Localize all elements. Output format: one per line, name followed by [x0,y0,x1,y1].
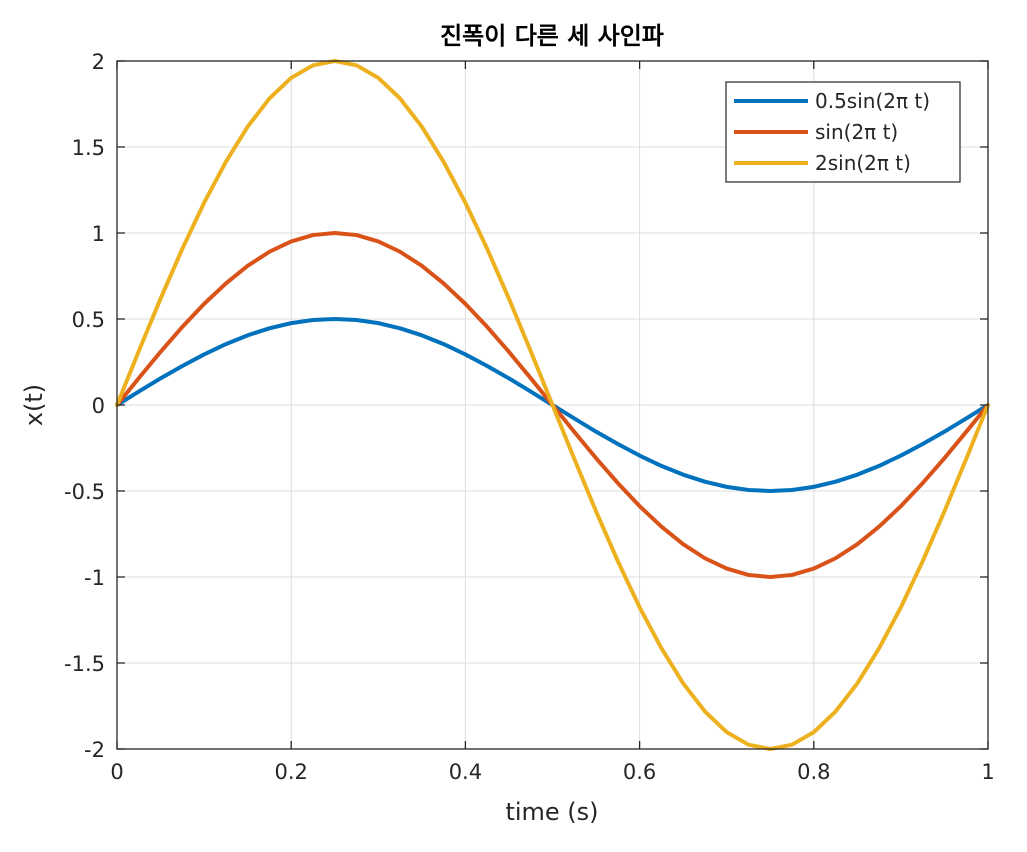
legend: 0.5sin(2π t) sin(2π t) 2sin(2π t) [725,81,961,183]
x-tick-label: 1 [981,760,994,784]
y-tick-label: 0 [92,394,105,418]
x-tick-label: 0.8 [797,760,830,784]
y-tick-label: 1.5 [72,136,105,160]
y-tick-label: -2 [84,738,105,762]
y-tick-label: -1 [84,566,105,590]
y-tick-label: -0.5 [64,480,105,504]
axis-ticks [116,60,989,750]
y-tick-label: -1.5 [64,652,105,676]
y-tick-label: 1 [92,222,105,246]
legend-label-2: 2sin(2π t) [815,151,911,175]
legend-label-0: 0.5sin(2π t) [815,89,930,113]
y-tick-label: 2 [92,50,105,74]
y-tick-label: 0.5 [72,308,105,332]
y-tick-labels: 2 1.5 1 0.5 0 -0.5 -1 -1.5 -2 [64,50,105,762]
x-tick-label: 0.4 [449,760,482,784]
x-tick-label: 0.6 [623,760,656,784]
series-line-2 [115,59,990,751]
x-tick-label: 0.2 [274,760,307,784]
chart-title: 진폭이 다른 세 사인파 [440,22,664,50]
x-axis-label: time (s) [505,798,598,826]
legend-label-1: sin(2π t) [815,120,898,144]
series-lines [115,59,990,751]
y-axis-label: x(t) [20,384,48,426]
x-tick-labels: 0 0.2 0.4 0.6 0.8 1 [110,760,994,784]
x-tick-label: 0 [110,760,123,784]
